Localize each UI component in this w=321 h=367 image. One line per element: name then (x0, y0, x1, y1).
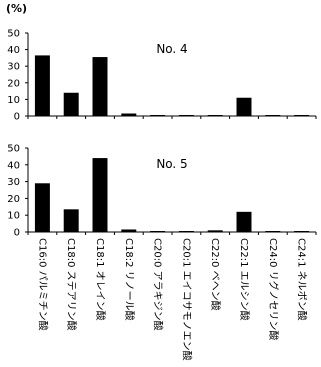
bar (34, 55, 50, 116)
y-tick-label: 0 (14, 112, 20, 123)
bar (63, 209, 79, 232)
bar (121, 229, 137, 232)
y-unit-label: (%) (6, 2, 27, 15)
bar (150, 231, 166, 232)
y-tick-label: 40 (7, 160, 20, 171)
y-tick-label: 30 (7, 62, 20, 73)
bar (236, 97, 252, 116)
x-category-label: C22:1 エルシン酸 (238, 238, 251, 321)
x-category-label: C18:2 リノール酸 (123, 238, 136, 321)
y-tick-label: 30 (7, 177, 20, 188)
bar (294, 115, 310, 116)
bar (92, 57, 108, 116)
bar (207, 230, 223, 232)
bar (236, 211, 252, 232)
panel-title: No. 4 (156, 42, 187, 56)
bar (34, 183, 50, 232)
bar (294, 231, 310, 232)
y-tick-label: 50 (7, 144, 20, 155)
bar (150, 115, 166, 116)
y-tick-label: 10 (7, 211, 20, 222)
x-category-label: C22:0 ベヘン酸 (209, 238, 222, 311)
bar (92, 158, 108, 232)
bar (207, 115, 223, 116)
bar (178, 231, 194, 232)
x-category-label: C18:0 ステアリン酸 (65, 238, 78, 331)
panel-title: No. 5 (156, 157, 187, 171)
y-tick-label: 0 (14, 228, 20, 239)
bar (265, 231, 281, 232)
x-category-label: C18:1 オレイン酸 (94, 238, 107, 321)
bar (121, 113, 137, 116)
y-tick-label: 20 (7, 194, 20, 205)
chart-panel-1: 0 10 20 30 40 50 No. 4 (7, 29, 317, 123)
x-category-label: C20:0 アラキジン酸 (152, 238, 165, 331)
x-category-label: C24:1 ネルボン酸 (296, 238, 309, 321)
y-tick-label: 40 (7, 45, 20, 56)
y-tick-label: 20 (7, 78, 20, 89)
x-category-label: C16:0 パルミチン酸 (36, 238, 49, 331)
y-tick-label: 50 (7, 29, 20, 40)
x-category-label: C24:0 リグノセリン酸 (267, 238, 280, 340)
bar (63, 92, 79, 116)
bar (178, 115, 194, 116)
y-tick-label: 10 (7, 95, 20, 106)
chart-panel-2: 0 10 20 30 40 50 No. 5 (7, 144, 317, 239)
bar (265, 115, 281, 116)
x-category-label: C20:1 エイコサモノエン酸 (180, 238, 193, 361)
